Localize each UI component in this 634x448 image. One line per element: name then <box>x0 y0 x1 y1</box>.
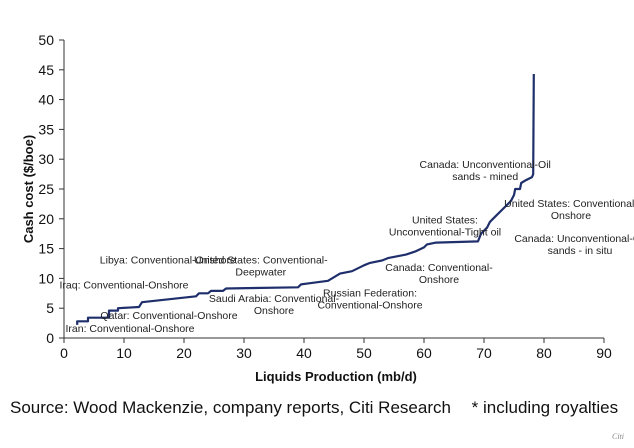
annotation-label: Iran: Conventional-Onshore <box>66 323 195 335</box>
annotation-line: Canada: Conventional- <box>385 262 493 274</box>
annotation-line: United States: Conventional- <box>504 198 634 210</box>
annotation-label: Iraq: Conventional-Onshore <box>60 280 189 292</box>
y-tick-label: 0 <box>46 330 54 346</box>
y-tick-label: 50 <box>38 32 54 48</box>
annotation-label: United States: Unconventional-Tight oil <box>389 215 501 239</box>
y-tick-label: 15 <box>38 241 54 257</box>
annotation-line: Russian Federation: <box>323 287 417 299</box>
annotation-label: Saudi Arabia: Conventional-Onshore <box>209 293 340 317</box>
annotation-line: Iran: Conventional-Onshore <box>66 323 195 335</box>
annotation-label: United States: Conventional-Onshore <box>504 198 634 222</box>
annotation-line: Saudi Arabia: Conventional- <box>209 293 340 305</box>
y-tick-label: 10 <box>38 270 54 286</box>
annotation-label: Canada: Conventional-Onshore <box>385 262 493 286</box>
y-tick-label: 30 <box>38 151 54 167</box>
annotation-line: Canada: Unconventional-Oil <box>420 159 551 171</box>
y-axis-title: Cash cost ($/boe) <box>21 135 36 243</box>
x-tick-label: 80 <box>536 345 552 361</box>
annotation-line: sands - mined <box>452 171 518 183</box>
annotation-line: Onshore <box>254 305 294 317</box>
annotation-line: United States: <box>412 215 478 227</box>
cost-curve-line-0 <box>76 73 535 325</box>
y-tick-label: 45 <box>38 62 54 78</box>
source-text: Source: Wood Mackenzie, company reports,… <box>10 398 451 417</box>
source-line: Source: Wood Mackenzie, company reports,… <box>10 398 630 418</box>
x-tick-label: 50 <box>356 345 372 361</box>
y-tick-label: 35 <box>38 121 54 137</box>
annotation-line: United States: Conventional- <box>194 255 328 267</box>
annotation-line: Onshore <box>551 210 591 222</box>
chart-container: 0 5 10 15 20 25 30 35 40 45 50 0 10 20 30 40 50 60 70 80 90 L… <box>21 32 634 384</box>
y-tick-label: 5 <box>46 300 54 316</box>
annotation-line: Unconventional-Tight oil <box>389 227 501 239</box>
annotation-line: Qatar: Conventional-Onshore <box>100 310 237 322</box>
annotation-line: Libya: Conventional-Onshore <box>100 255 236 267</box>
annotation-label: Canada: Unconventional-Oil sands - in sit… <box>514 233 634 257</box>
x-tick-label: 40 <box>296 345 312 361</box>
y-tick-label: 20 <box>38 211 54 227</box>
x-tick-label: 10 <box>116 345 132 361</box>
x-tick-label: 70 <box>476 345 492 361</box>
x-tick-label: 90 <box>596 345 612 361</box>
annotation-label: United States: Conventional-Deepwater <box>194 255 328 279</box>
annotation-label: Libya: Conventional-Onshore <box>100 255 236 267</box>
cost-curve-chart: 0 5 10 15 20 25 30 35 40 45 50 0 10 20 30 40 50 60 70 80 90 L… <box>21 32 634 384</box>
royalties-note: * including royalties <box>471 398 619 417</box>
annotation-label: Russian Federation: Conventional-Onshore <box>317 287 422 311</box>
citi-brand-mark: Citi <box>611 432 624 441</box>
x-tick-label: 30 <box>236 345 252 361</box>
annotation-line: Conventional-Onshore <box>317 299 422 311</box>
annotation-label: Qatar: Conventional-Onshore <box>100 310 237 322</box>
annotation-line: Canada: Unconventional-Oil <box>514 233 634 245</box>
annotation-line: Iraq: Conventional-Onshore <box>60 280 189 292</box>
y-tick-label: 40 <box>38 92 54 108</box>
annotation-line: Deepwater <box>235 267 286 279</box>
annotation-line: Onshore <box>419 274 459 286</box>
y-tick-label: 25 <box>38 181 54 197</box>
x-tick-label: 20 <box>176 345 192 361</box>
x-tick-label: 0 <box>60 345 68 361</box>
annotation-line: sands - in situ <box>548 245 613 257</box>
x-axis-title: Liquids Production (mb/d) <box>255 369 417 384</box>
annotation-label: Canada: Unconventional-Oil sands - mined <box>420 159 551 183</box>
x-tick-label: 60 <box>416 345 432 361</box>
